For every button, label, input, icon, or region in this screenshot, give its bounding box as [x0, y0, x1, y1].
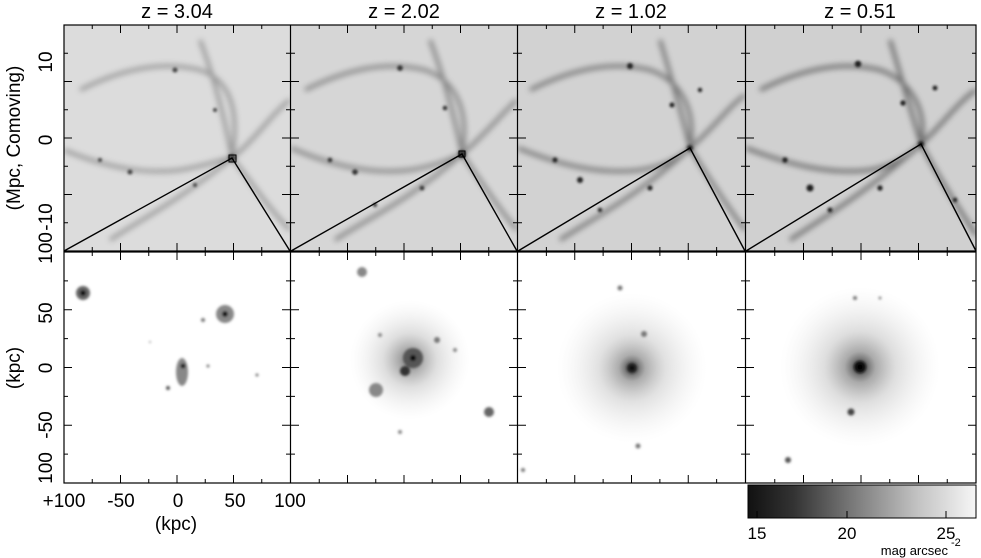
bottom-ytick-50: 50 [36, 302, 57, 323]
colorbar-tick-25: 25 [937, 524, 956, 543]
panel-title-1: z = 2.02 [368, 1, 440, 23]
top-ytick-minus10: -10 [36, 203, 57, 230]
colorbar-ticks [756, 511, 947, 518]
colorbar-unit: mag arcsec [881, 543, 949, 558]
colorbar: 15 20 25 mag arcsec -2 [747, 484, 977, 558]
zoom-lines [63, 143, 977, 252]
top-ytick-corner: 100 [36, 232, 57, 264]
xtick-minus50: -50 [107, 491, 134, 512]
panel-title-0: z = 3.04 [141, 1, 213, 23]
bottom-ytick-0: 0 [36, 363, 57, 374]
xtick-100: 100 [274, 491, 306, 512]
xtick-plus100: +100 [43, 491, 86, 512]
galaxy-panel-3 [746, 253, 976, 483]
panel-title-3: z = 0.51 [824, 1, 896, 23]
bottom-ytick-minus50: -50 [36, 411, 57, 438]
colorbar-gradient [747, 484, 977, 519]
galaxy-panel-0 [64, 253, 290, 483]
xtick-50: 50 [224, 491, 245, 512]
xtick-0: 0 [173, 491, 184, 512]
galaxy-panel-1 [291, 253, 517, 483]
cosmic-web-panel-3 [746, 25, 976, 251]
bottom-ytick-100: 100 [36, 452, 57, 484]
bottom-row-ylabel: (kpc) [4, 347, 25, 389]
top-ytick-0: 0 [36, 135, 57, 146]
top-row-ylabel: (Mpc, Comoving) [4, 66, 25, 211]
colorbar-unit-exponent: -2 [951, 537, 961, 549]
panel-title-2: z = 1.02 [595, 1, 667, 23]
galaxy-panel-2 [518, 253, 745, 483]
cosmic-web-panel-2 [518, 25, 745, 251]
tick-marks [64, 25, 976, 483]
colorbar-tick-15: 15 [748, 524, 767, 543]
colorbar-tick-20: 20 [838, 524, 857, 543]
top-ytick-10: 10 [36, 51, 57, 72]
cosmic-web-panel-1 [291, 25, 517, 251]
cosmic-web-panel-0 [64, 25, 290, 251]
bottom-xlabel: (kpc) [155, 514, 197, 535]
